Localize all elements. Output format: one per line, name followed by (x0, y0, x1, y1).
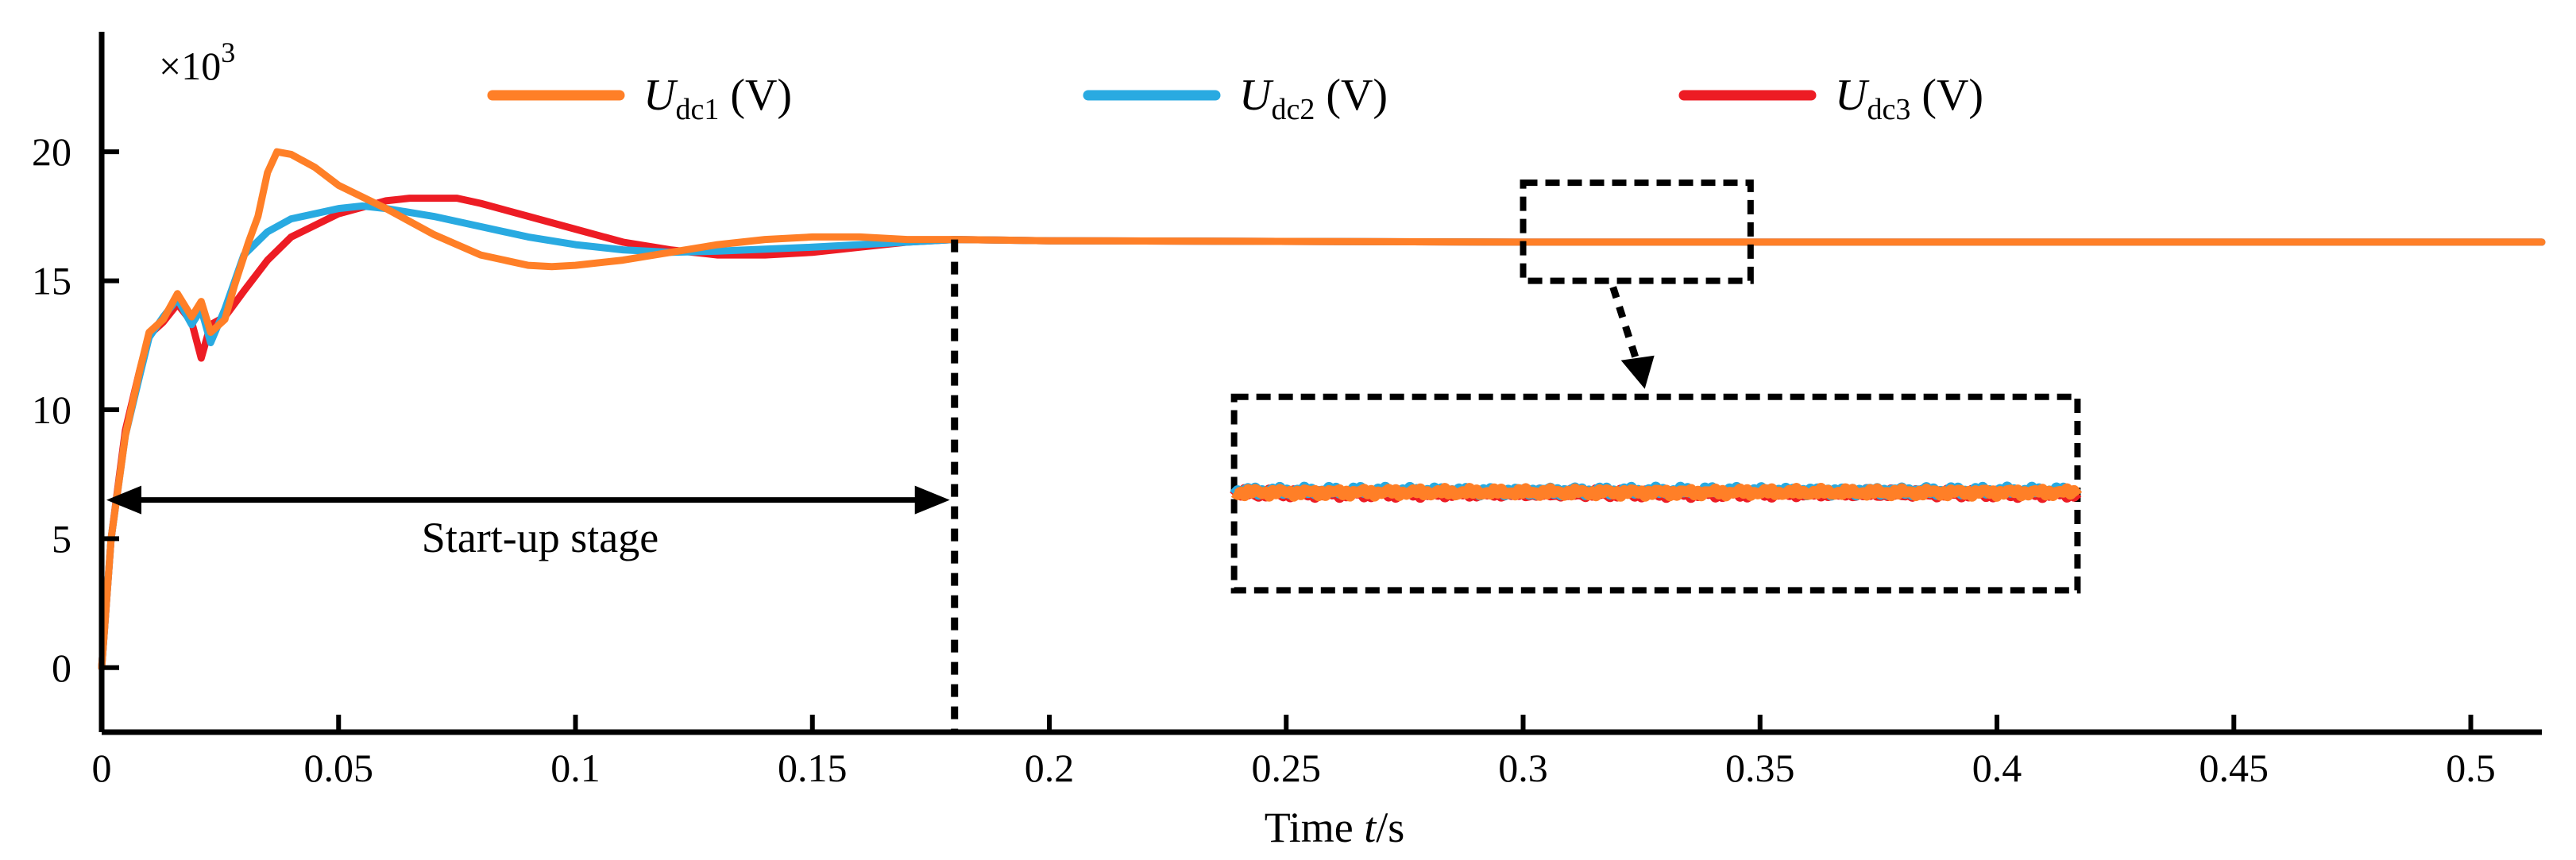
x-tick-label: 0.35 (1725, 746, 1795, 790)
x-tick-label: 0.15 (778, 746, 848, 790)
y-tick-label: 0 (52, 646, 71, 690)
y-tick-label: 20 (32, 129, 71, 174)
x-tick-label: 0.25 (1252, 746, 1322, 790)
x-tick-label: 0.3 (1498, 746, 1548, 790)
y-tick-label: 5 (52, 516, 71, 561)
zoom-region-box (1520, 179, 1754, 284)
legend-label-dc3: Udc3 (V) (1835, 71, 1983, 126)
x-tick-label: 0.2 (1025, 746, 1075, 790)
x-axis-title: Time t/s (1265, 804, 1405, 851)
zoom-connector-head (1620, 355, 1655, 389)
startup-arrow-left-head (106, 485, 141, 515)
x-tick-label: 0.4 (1972, 746, 2022, 790)
legend-label-dc2: Udc2 (V) (1239, 71, 1388, 126)
y-axis-multiplier: ×103 (159, 37, 235, 88)
x-tick-label: 0.45 (2199, 746, 2269, 790)
axes-group: 0 0.05 0.1 0.15 0.2 0.25 0.3 0.35 0.4 0.45 0.5 0 5 10… (32, 32, 2542, 790)
x-tick-label: 0 (92, 746, 112, 790)
legend-label-dc1: Udc1 (V) (643, 71, 792, 126)
startup-arrow-right-head (914, 485, 950, 515)
annotation-group (106, 179, 2083, 732)
x-tick-label: 0.1 (550, 746, 601, 790)
series-group (98, 148, 2546, 672)
x-tick-label: 0.5 (2446, 746, 2496, 790)
x-tick-label: 0.05 (304, 746, 374, 790)
series-line-dc1 (98, 148, 2546, 672)
legend: Udc1 (V) Udc2 (V) Udc3 (V) (487, 71, 1983, 126)
inset-trace-dc1 (1230, 483, 2083, 502)
zoom-connector-line (1609, 286, 1642, 368)
y-tick-label: 15 (32, 259, 71, 303)
startup-stage-label: Start-up stage (422, 514, 658, 561)
y-tick-label: 10 (32, 388, 71, 432)
